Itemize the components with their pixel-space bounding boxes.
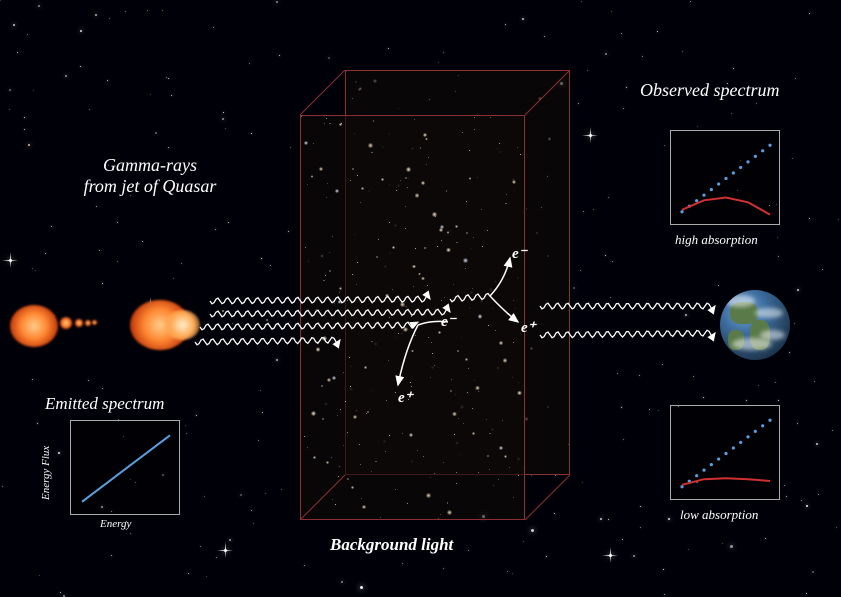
background-light-cube [300,70,580,530]
e-plus-label-1: e⁺ [398,388,413,407]
earth [720,290,790,360]
emitted-spectrum-label: Emitted spectrum [45,394,164,414]
observed-spectrum-label: Observed spectrum [640,80,779,101]
emitted-x-axis-label: Energy [100,518,131,530]
low-absorption-label: low absorption [680,507,758,523]
high-absorption-label: high absorption [675,232,758,248]
high-absorption-chart [670,130,780,225]
gamma-line1: Gamma-rays [40,155,260,176]
e-plus-label-2: e⁺ [521,318,536,337]
gamma-rays-label: Gamma-rays from jet of Quasar [40,155,260,197]
e-minus-label-2: e⁻ [512,244,527,263]
gamma-line2: from jet of Quasar [40,176,260,197]
emitted-spectrum-chart [70,420,180,515]
quasar-jet [10,295,210,355]
emitted-y-axis-label: Energy Flux [40,446,52,500]
e-minus-label-1: e⁻ [441,312,456,331]
background-light-label: Background light [330,535,453,555]
low-absorption-chart [670,405,780,500]
